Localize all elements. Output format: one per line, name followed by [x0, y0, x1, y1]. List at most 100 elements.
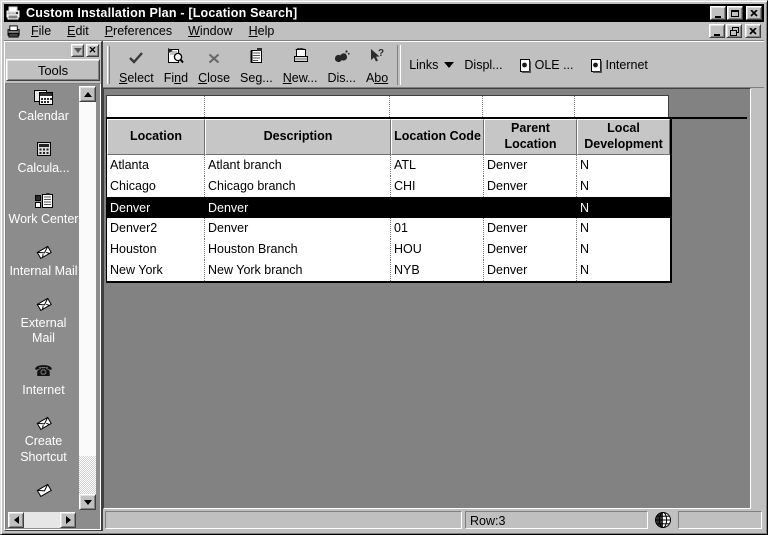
scroll-track[interactable]	[24, 512, 60, 528]
menu-edit[interactable]: Edit	[67, 24, 89, 38]
system-menu-icon[interactable]	[7, 24, 23, 38]
cell-local-development[interactable]: N	[580, 201, 590, 215]
button-label: Internet	[605, 58, 648, 72]
column-header-location[interactable]: Location	[107, 119, 205, 155]
cell-description[interactable]: New York branch	[205, 260, 391, 281]
qbe-cell-description[interactable]	[205, 96, 390, 117]
tools-header-button[interactable]: Tools	[6, 59, 100, 81]
maximize-button[interactable]	[727, 6, 743, 20]
child-minimize-button[interactable]	[709, 24, 725, 38]
links-dropdown[interactable]: Links	[409, 58, 439, 72]
cell-location[interactable]: Chicago	[107, 176, 205, 197]
toolbar: Select Find	[103, 41, 764, 88]
child-restore-button[interactable]	[726, 24, 742, 38]
cell-location-code[interactable]	[391, 198, 484, 217]
table-row[interactable]: Denver2 Denver 01 Denver N	[107, 218, 670, 239]
sidebar-item-internal-mail[interactable]: Internal Mail	[8, 244, 79, 280]
column-header-description[interactable]: Description	[205, 119, 391, 155]
cell-location-code[interactable]: CHI	[391, 176, 484, 197]
cell-location[interactable]: Denver	[107, 198, 205, 217]
binoculars-icon	[333, 46, 350, 64]
cell-parent-location[interactable]: Denver	[484, 218, 577, 239]
cell-location[interactable]: Houston	[107, 239, 205, 260]
mail-icon	[35, 482, 53, 499]
toolbar-gripper[interactable]	[107, 46, 110, 84]
column-header-location-code[interactable]: Location Code	[391, 119, 484, 155]
scroll-track[interactable]	[79, 102, 96, 456]
cell-local-development[interactable]: N	[580, 221, 590, 235]
menu-file[interactable]: File	[31, 24, 52, 38]
ole-button[interactable]: OLE ...	[519, 58, 574, 73]
button-label: OLE ...	[534, 58, 574, 72]
table-row[interactable]: Houston Houston Branch HOU Denver N	[107, 239, 670, 260]
close-button[interactable]	[746, 6, 762, 20]
cell-local-development[interactable]: N	[580, 158, 590, 172]
cell-location-code[interactable]: ATL	[391, 155, 484, 176]
dis-button[interactable]: Dis...	[322, 45, 360, 85]
seg-button[interactable]: Seg...	[235, 45, 278, 85]
internet-button[interactable]: Internet	[590, 58, 648, 73]
cell-parent-location[interactable]: Denver	[484, 155, 577, 176]
find-button[interactable]: Find	[159, 45, 193, 85]
cell-parent-location[interactable]: Denver	[484, 176, 577, 197]
cell-location-code[interactable]: HOU	[391, 239, 484, 260]
links-dropdown-icon[interactable]	[444, 62, 455, 68]
cell-description[interactable]: Houston Branch	[205, 239, 391, 260]
cell-description[interactable]: Chicago branch	[205, 176, 391, 197]
sidebar-grip-bar[interactable]	[5, 42, 101, 58]
menu-window[interactable]: Window	[188, 24, 233, 38]
cell-location[interactable]: Atlanta	[107, 155, 205, 176]
sidebar-horizontal-scrollbar[interactable]	[8, 512, 76, 528]
cell-parent-location[interactable]: Denver	[484, 260, 577, 281]
close-grid-button[interactable]: Close	[193, 45, 235, 85]
child-close-button[interactable]	[745, 24, 761, 38]
qbe-cell-parent-location[interactable]	[483, 96, 576, 117]
sidebar-vertical-scrollbar[interactable]	[79, 86, 96, 510]
table-row[interactable]: Atlanta Atlant branch ATL Denver N	[107, 155, 670, 176]
table-row-selected[interactable]: Denver Denver N	[107, 197, 670, 218]
cell-location-code[interactable]: 01	[391, 218, 484, 239]
sidebar-item-work-center[interactable]: Work Center	[8, 192, 79, 228]
qbe-cell-location-code[interactable]	[390, 96, 483, 117]
sidebar-close-button[interactable]	[86, 43, 99, 57]
cell-parent-location[interactable]	[484, 198, 577, 217]
new-button[interactable]: New...	[278, 45, 323, 85]
minimize-button[interactable]	[710, 6, 726, 20]
table-row[interactable]: Chicago Chicago branch CHI Denver N	[107, 176, 670, 197]
cell-description[interactable]: Atlant branch	[205, 155, 391, 176]
cell-local-development[interactable]: N	[580, 263, 590, 277]
abo-button[interactable]: ? Abo	[361, 45, 393, 85]
menu-help[interactable]: Help	[248, 24, 275, 38]
title-bar: Custom Installation Plan - [Location Sea…	[4, 4, 764, 22]
qbe-row	[106, 95, 747, 117]
cell-local-development[interactable]: N	[580, 242, 590, 256]
column-header-parent-location[interactable]: Parent Location	[484, 119, 577, 155]
cell-local-development[interactable]: N	[580, 179, 590, 193]
qbe-cell-location[interactable]	[107, 96, 205, 117]
scroll-up-button[interactable]	[79, 86, 96, 102]
table-row[interactable]: New York New York branch NYB Denver N	[107, 260, 670, 281]
column-header-local-development[interactable]: Local Development	[577, 119, 670, 155]
sidebar-item-partial[interactable]	[8, 482, 79, 502]
scroll-down-button[interactable]	[79, 494, 96, 510]
displ-button[interactable]: Displ...	[464, 58, 503, 72]
select-button[interactable]: Select	[114, 45, 159, 85]
sidebar-dropdown-button[interactable]	[71, 43, 84, 57]
cell-parent-location[interactable]: Denver	[484, 239, 577, 260]
cell-description[interactable]: Denver	[205, 218, 391, 239]
sidebar-item-calendar[interactable]: Calendar	[8, 89, 79, 125]
sidebar-item-create-shortcut[interactable]: Create Shortcut	[8, 414, 79, 465]
main-panel: Select Find	[102, 41, 764, 531]
qbe-cell-local-development[interactable]	[575, 96, 668, 117]
cell-location[interactable]: New York	[107, 260, 205, 281]
scroll-left-button[interactable]	[8, 512, 24, 528]
sidebar-item-external-mail[interactable]: External Mail	[8, 296, 79, 347]
menu-preferences[interactable]: Preferences	[104, 24, 173, 38]
sidebar-item-calculator[interactable]: Calcula...	[8, 141, 79, 177]
cell-location[interactable]: Denver2	[107, 218, 205, 239]
cell-description[interactable]: Denver	[205, 198, 391, 217]
sidebar-item-internet[interactable]: ☎ Internet	[8, 363, 79, 399]
cell-location-code[interactable]: NYB	[391, 260, 484, 281]
scroll-right-button[interactable]	[60, 512, 76, 528]
scroll-track-dither[interactable]	[79, 456, 96, 494]
